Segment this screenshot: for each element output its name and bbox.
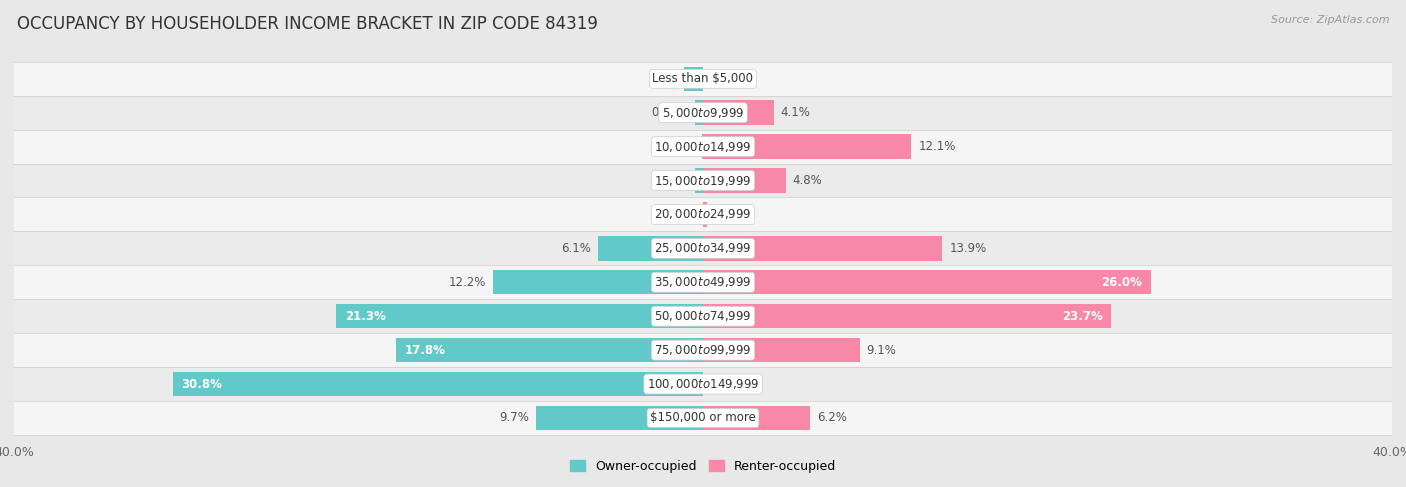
Bar bbox=[14, 130, 1392, 164]
Text: $100,000 to $149,999: $100,000 to $149,999 bbox=[647, 377, 759, 391]
Legend: Owner-occupied, Renter-occupied: Owner-occupied, Renter-occupied bbox=[565, 455, 841, 478]
Text: $15,000 to $19,999: $15,000 to $19,999 bbox=[654, 173, 752, 187]
Bar bbox=[696, 100, 703, 125]
Text: 12.1%: 12.1% bbox=[918, 140, 956, 153]
Text: 0.0%: 0.0% bbox=[710, 72, 740, 85]
Bar bbox=[14, 62, 1392, 96]
Bar bbox=[703, 304, 1111, 328]
Text: 26.0%: 26.0% bbox=[1101, 276, 1142, 289]
Text: $10,000 to $14,999: $10,000 to $14,999 bbox=[654, 140, 752, 153]
Text: 17.8%: 17.8% bbox=[405, 344, 446, 356]
Text: $150,000 or more: $150,000 or more bbox=[650, 412, 756, 425]
Text: 0.23%: 0.23% bbox=[714, 208, 751, 221]
Bar bbox=[494, 270, 703, 295]
Text: Less than $5,000: Less than $5,000 bbox=[652, 72, 754, 85]
Text: 0.08%: 0.08% bbox=[658, 140, 695, 153]
Text: $50,000 to $74,999: $50,000 to $74,999 bbox=[654, 309, 752, 323]
Bar bbox=[536, 406, 703, 430]
Text: $20,000 to $24,999: $20,000 to $24,999 bbox=[654, 207, 752, 222]
Bar bbox=[14, 367, 1392, 401]
Bar bbox=[396, 338, 703, 362]
Text: 0.48%: 0.48% bbox=[651, 174, 688, 187]
Bar bbox=[14, 333, 1392, 367]
Text: 13.9%: 13.9% bbox=[949, 242, 987, 255]
Bar bbox=[703, 270, 1152, 295]
Bar bbox=[336, 304, 703, 328]
Bar bbox=[695, 169, 703, 193]
Text: 1.1%: 1.1% bbox=[647, 72, 678, 85]
Text: 9.7%: 9.7% bbox=[499, 412, 529, 425]
Text: 6.1%: 6.1% bbox=[561, 242, 591, 255]
Text: 4.8%: 4.8% bbox=[793, 174, 823, 187]
Text: 4.1%: 4.1% bbox=[780, 106, 810, 119]
Text: 9.1%: 9.1% bbox=[866, 344, 897, 356]
Bar bbox=[703, 100, 773, 125]
Text: OCCUPANCY BY HOUSEHOLDER INCOME BRACKET IN ZIP CODE 84319: OCCUPANCY BY HOUSEHOLDER INCOME BRACKET … bbox=[17, 15, 598, 33]
Bar bbox=[14, 299, 1392, 333]
Bar bbox=[14, 164, 1392, 198]
Text: 0.0%: 0.0% bbox=[710, 377, 740, 391]
Bar bbox=[703, 338, 859, 362]
Text: 21.3%: 21.3% bbox=[344, 310, 385, 323]
Text: 23.7%: 23.7% bbox=[1062, 310, 1102, 323]
Text: Source: ZipAtlas.com: Source: ZipAtlas.com bbox=[1271, 15, 1389, 25]
Text: 6.2%: 6.2% bbox=[817, 412, 846, 425]
Bar bbox=[173, 372, 703, 396]
Bar bbox=[703, 236, 942, 261]
Bar bbox=[14, 401, 1392, 435]
Text: $25,000 to $34,999: $25,000 to $34,999 bbox=[654, 242, 752, 255]
Bar bbox=[14, 198, 1392, 231]
Bar bbox=[598, 236, 703, 261]
Text: $5,000 to $9,999: $5,000 to $9,999 bbox=[662, 106, 744, 120]
Bar bbox=[703, 406, 810, 430]
Bar bbox=[685, 67, 703, 91]
Bar bbox=[14, 231, 1392, 265]
Bar bbox=[14, 96, 1392, 130]
Text: $35,000 to $49,999: $35,000 to $49,999 bbox=[654, 275, 752, 289]
Bar bbox=[703, 169, 786, 193]
Text: 0.0%: 0.0% bbox=[666, 208, 696, 221]
Text: 0.44%: 0.44% bbox=[651, 106, 689, 119]
Text: 30.8%: 30.8% bbox=[181, 377, 222, 391]
Bar bbox=[14, 265, 1392, 299]
Bar bbox=[703, 134, 911, 159]
Bar bbox=[703, 202, 707, 226]
Text: 12.2%: 12.2% bbox=[449, 276, 486, 289]
Text: $75,000 to $99,999: $75,000 to $99,999 bbox=[654, 343, 752, 357]
